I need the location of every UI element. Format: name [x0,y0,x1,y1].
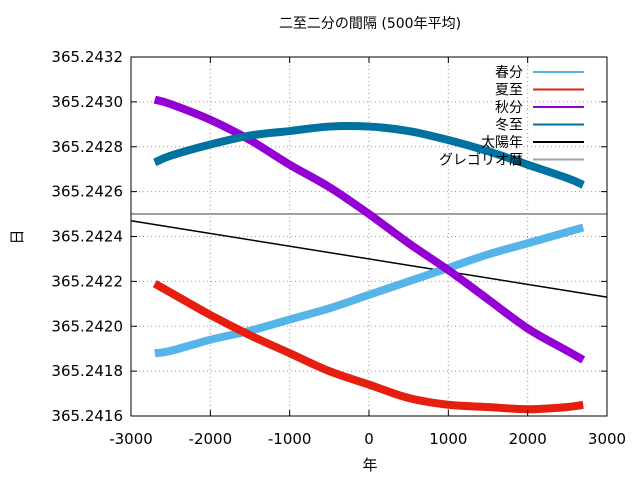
y-tick-label: 365.2416 [51,407,123,425]
y-tick-label: 365.2424 [51,228,123,246]
x-axis-label: 年 [362,456,377,474]
x-tick-label: 0 [364,430,374,448]
series-line [152,280,584,414]
series-layer [130,95,608,414]
axis-ticks: -3000 -2000 -1000 0 1000 2000 3000 365.2416 365.… [51,48,626,448]
x-tick-label: 2000 [509,430,547,448]
x-tick-label: 1000 [429,430,467,448]
y-tick-label: 365.2426 [51,183,123,201]
x-tick-label: -1000 [268,430,312,448]
series-line [153,95,586,364]
legend-label: 冬至 [495,118,523,134]
legend-label: 秋分 [495,100,523,116]
y-tick-label: 365.2420 [51,317,123,335]
series-line [130,220,608,298]
legend-label: 夏至 [495,83,523,99]
legend-label: 春分 [495,65,523,81]
legend-label: グレゴリオ暦 [439,152,523,169]
y-tick-label: 365.2428 [51,138,123,156]
chart-title: 二至二分の間隔 (500年平均) [279,16,461,32]
series-line [154,223,585,358]
y-tick-label: 365.2418 [51,362,123,380]
x-tick-label: -2000 [189,430,233,448]
x-tick-label: -3000 [109,430,153,448]
legend-label: 太陽年 [481,135,523,151]
y-tick-label: 365.2430 [51,93,123,111]
y-tick-label: 365.2422 [51,272,123,290]
y-axis-label: 日 [8,229,26,244]
series-line [153,121,585,189]
y-tick-label: 365.2432 [51,48,123,66]
x-tick-label: 3000 [588,430,626,448]
